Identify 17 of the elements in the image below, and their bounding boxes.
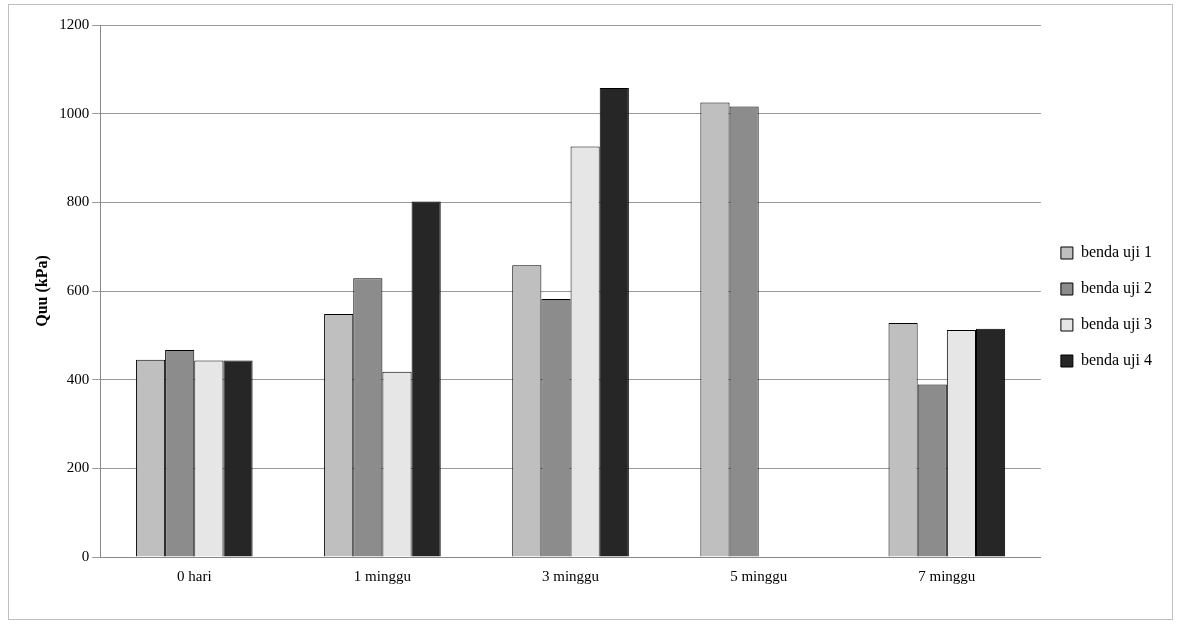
x-tick-label: 1 minggu [353,567,412,584]
y-tick-label: 200 [66,459,90,476]
x-tick-label: 3 minggu [542,567,600,584]
x-tick-label: 7 minggu [918,567,976,584]
y-tick-label: 600 [66,281,90,298]
legend-label: benda uji 3 [1080,315,1152,334]
y-tick-label: 800 [66,193,90,210]
legend-label: benda uji 2 [1080,279,1152,298]
legend-label: benda uji 1 [1080,243,1152,262]
y-tick-label: 0 [81,547,90,564]
x-tick-label: 5 minggu [730,567,788,584]
y-tick-label: 1000 [59,104,90,121]
y-tick-label: 400 [66,370,90,387]
x-tick-label: 0 hari [176,567,212,584]
legend-label: benda uji 4 [1080,351,1152,370]
y-tick-label: 1200 [59,15,90,32]
y-axis-title: Quu (kPa) [32,255,51,327]
